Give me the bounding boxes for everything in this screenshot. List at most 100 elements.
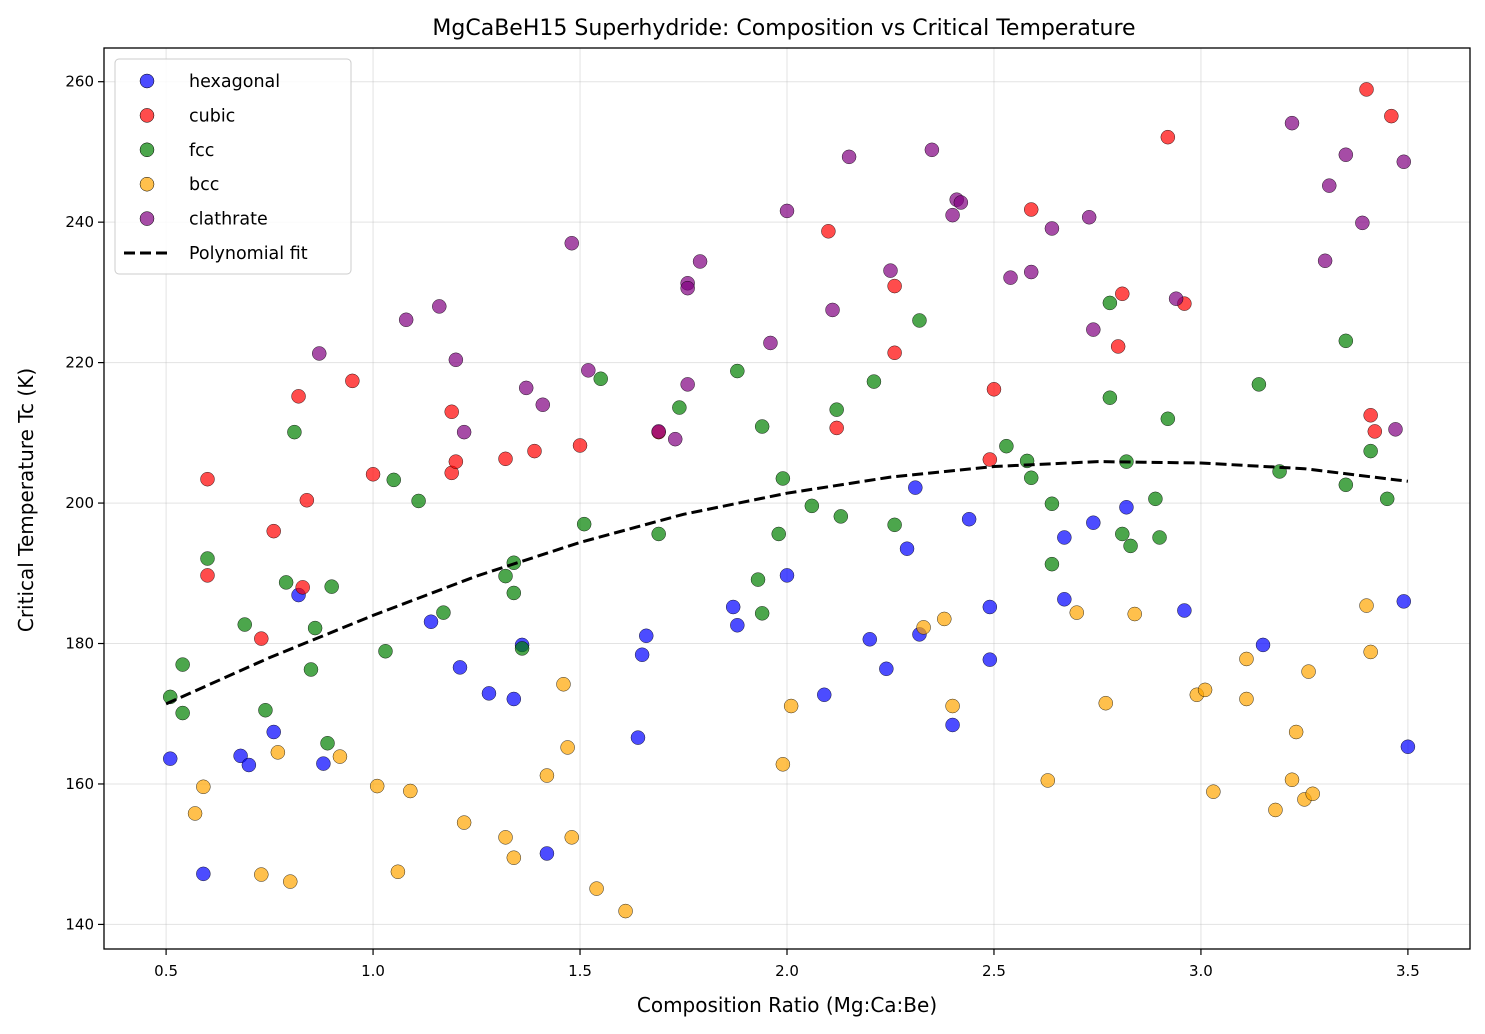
data-point-cubic [1110,339,1126,354]
data-point-bcc [1305,786,1320,802]
data-point-cubic [1115,286,1130,302]
data-point-bcc [1098,695,1113,711]
data-point-fcc [804,498,820,514]
data-point-hexagonal [316,756,331,771]
data-point-bcc [1069,605,1085,620]
x-axis-label: Composition Ratio (Mg:Ca:Be) [637,993,937,1017]
data-point-bcc [1040,773,1056,788]
data-point-fcc [506,585,522,601]
data-point-fcc [1152,530,1167,545]
data-point-cubic [887,345,902,361]
legend-label-hexagonal: hexagonal [189,72,280,92]
plot-frame [103,47,1471,950]
data-point-clathrate [825,302,840,318]
data-point-fcc [324,579,339,594]
data-point-clathrate [535,397,551,412]
data-point-bcc [1363,644,1378,660]
data-point-hexagonal [630,730,646,745]
data-point-clathrate [779,203,795,219]
data-point-fcc [1023,470,1039,486]
data-point-fcc [833,509,849,524]
legend-marker-clathrate [139,211,155,226]
data-point-bcc [506,850,522,865]
data-point-clathrate [1003,270,1018,285]
data-point-cubic [1359,82,1374,97]
x-tick-label: 2.5 [982,962,1006,980]
series-clathrate [311,115,1412,447]
data-point-bcc [1127,606,1142,622]
data-point-hexagonal [241,757,257,773]
y-tick-label: 240 [65,213,94,231]
grid [104,48,1470,949]
data-point-fcc [1102,295,1118,311]
data-point-fcc [498,568,513,584]
data-point-bcc [556,676,571,692]
data-point-clathrate [564,235,580,251]
data-point-fcc [287,424,302,440]
data-point-fcc [829,402,844,417]
data-points [162,82,1416,919]
data-point-bcc [564,830,580,845]
data-point-bcc [187,806,203,821]
data-point-clathrate [1322,178,1337,193]
data-point-bcc [270,745,286,760]
data-point-fcc [175,705,190,721]
data-point-clathrate [1086,322,1101,337]
data-point-bcc [589,881,604,896]
data-point-clathrate [841,149,857,165]
data-point-hexagonal [634,647,650,663]
legend-marker-cubic [139,108,155,123]
data-point-bcc [403,783,418,799]
data-point-fcc [258,702,273,718]
y-tick-label: 140 [65,915,94,933]
data-point-clathrate [581,363,596,378]
data-point-cubic [1384,108,1399,124]
legend-label-cubic: cubic [189,106,235,126]
data-point-clathrate [1355,215,1370,231]
data-point-bcc [254,867,269,882]
data-point-hexagonal [266,724,281,740]
data-point-cubic [200,471,215,487]
data-point-bcc [945,698,960,714]
data-point-bcc [196,779,211,795]
data-point-cubic [444,404,459,420]
data-point-bcc [498,830,513,845]
x-tick-label: 0.5 [154,962,178,980]
data-point-cubic [295,580,310,595]
data-point-fcc [175,657,190,672]
data-point-fcc [1044,496,1060,512]
legend-label-bcc: bcc [189,175,219,195]
data-point-hexagonal [982,652,998,667]
data-point-fcc [320,735,335,751]
data-point-clathrate [945,207,960,223]
data-point-bcc [283,874,298,889]
data-point-bcc [783,698,799,714]
data-point-clathrate [311,346,327,361]
data-point-fcc [1338,333,1354,349]
data-point-fcc [278,575,294,590]
data-point-bcc [1268,802,1283,818]
data-point-cubic [982,452,998,467]
data-point-clathrate [883,263,898,278]
data-point-fcc [750,572,766,587]
data-point-bcc [1197,682,1213,698]
data-point-cubic [365,467,381,482]
data-point-hexagonal [1057,530,1072,545]
data-point-bcc [937,611,952,627]
data-point-fcc [1044,556,1060,572]
series-bcc [187,598,1378,919]
data-point-clathrate [763,335,778,351]
data-point-cubic [345,373,360,389]
data-point-hexagonal [945,717,960,733]
data-point-fcc [1379,491,1395,507]
data-point-hexagonal [481,686,497,701]
data-point-fcc [1123,538,1138,554]
data-point-bcc [1239,651,1254,667]
data-point-hexagonal [1177,603,1192,618]
data-point-hexagonal [817,687,832,703]
data-point-bcc [1284,772,1300,788]
data-point-hexagonal [730,618,745,633]
data-point-hexagonal [162,751,178,766]
data-point-fcc [307,620,323,636]
